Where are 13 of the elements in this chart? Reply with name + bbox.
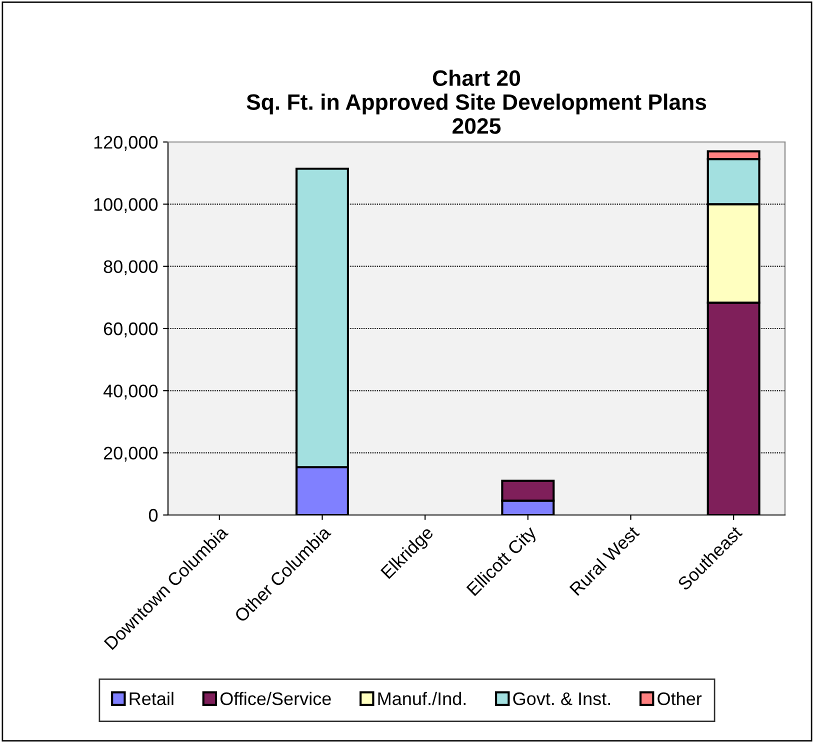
y-tick-label: 40,000 [103, 384, 158, 400]
y-tick-label: 120,000 [94, 136, 158, 151]
y-tick-label: 0 [148, 508, 158, 522]
legend-label: Office/Service [220, 692, 331, 706]
chart-title: Chart 20 Sq. Ft. in Approved Site Development Plans 2025 [246, 70, 706, 134]
legend-label: Other [658, 692, 702, 706]
legend-label: Manuf./Ind. [378, 692, 466, 706]
legend-label: Govt. & Inst. [513, 692, 610, 706]
y-tick-label: 80,000 [104, 260, 158, 276]
legend-label: Retail [130, 692, 174, 706]
y-tick-label: 100,000 [94, 198, 158, 214]
y-tick-label: 60,000 [104, 322, 158, 338]
y-tick-label: 20,000 [104, 446, 158, 462]
